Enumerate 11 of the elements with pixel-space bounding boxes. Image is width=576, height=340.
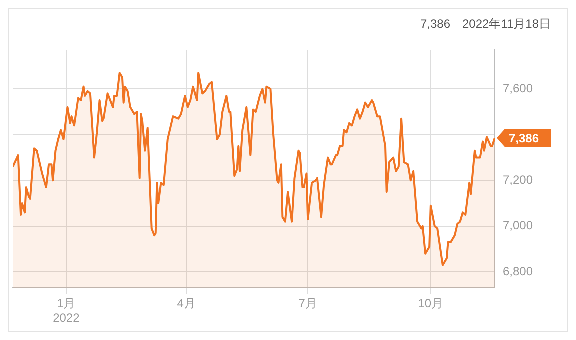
text: 7,386 [420,17,450,31]
x-tick-label: 10月 [418,296,444,311]
y-tick-label: 7,000 [503,218,534,233]
x-tick-label: 1月 2022 [53,296,80,326]
text: 2022年11月18日 [462,16,551,32]
annotation: 7,386 [509,131,540,146]
x-tick-label: 7月 [298,296,318,311]
y-tick-label: 7,600 [503,81,534,96]
x-tick-label: 4月 [177,296,196,311]
y-tick-label: 6,800 [503,264,534,278]
y-tick-label: 7,200 [503,172,534,187]
